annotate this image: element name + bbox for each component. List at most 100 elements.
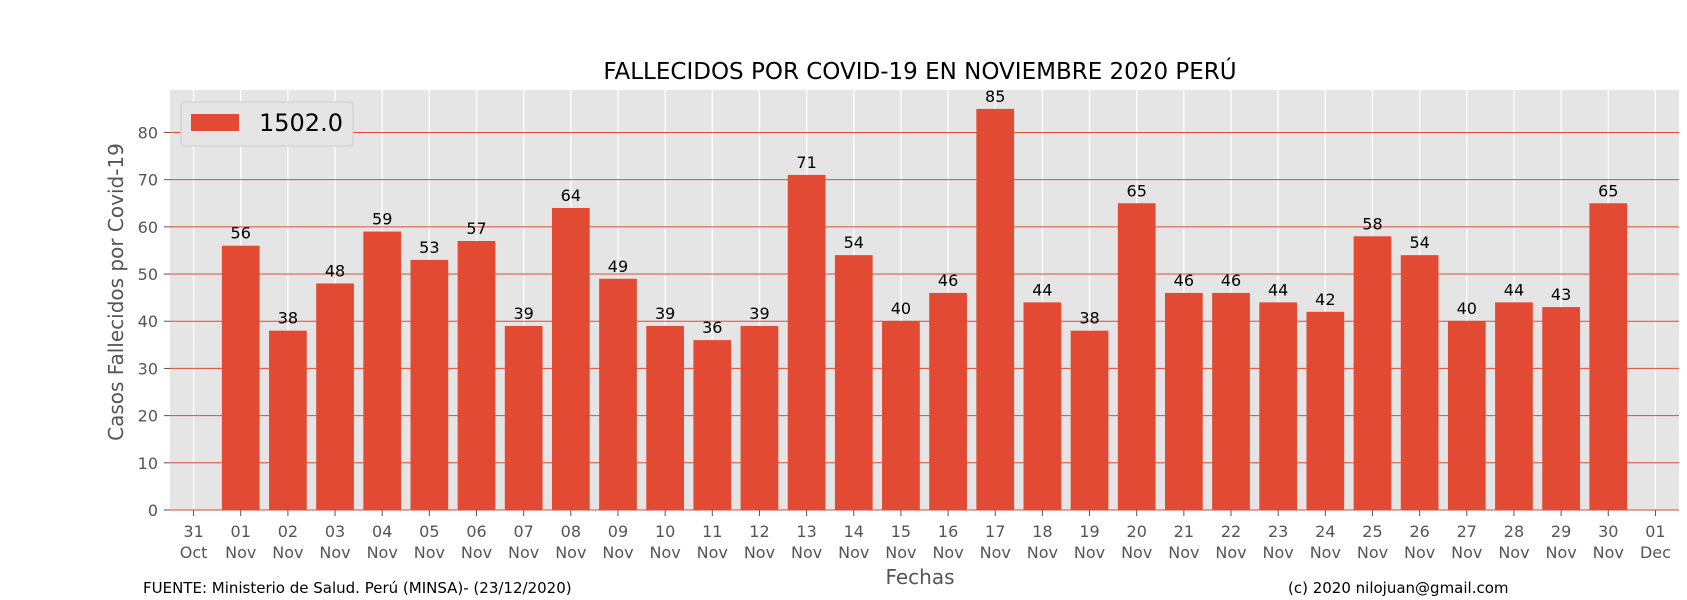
x-tick-label-day: 02	[278, 522, 298, 541]
x-tick-label-month: Nov	[367, 543, 398, 562]
x-tick-label-day: 09	[608, 522, 628, 541]
x-tick-label-day: 22	[1221, 522, 1241, 541]
bar	[269, 330, 307, 510]
x-tick-label-day: 12	[749, 522, 769, 541]
bar	[1212, 292, 1250, 510]
source-footnote: FUENTE: Ministerio de Salud. Perú (MINSA…	[143, 579, 572, 597]
x-tick-label-day: 24	[1315, 522, 1335, 541]
x-tick-label-day: 01	[231, 522, 251, 541]
bar	[1306, 311, 1345, 510]
x-tick-label-month: Nov	[980, 543, 1011, 562]
bar	[740, 325, 779, 510]
bar-value-label: 57	[466, 219, 486, 238]
x-axis-ticks: 31 Oct 01 Nov 02 Nov 03 Nov 04 Nov 05 Nov 06 Nov 07 Nov…	[180, 510, 1671, 562]
x-tick-label-month: Nov	[744, 543, 775, 562]
x-tick-label-day: 10	[655, 522, 675, 541]
y-tick-label: 20	[138, 407, 158, 426]
x-tick-label-day: 08	[561, 522, 581, 541]
bar-value-label: 38	[1079, 309, 1099, 328]
x-tick-label-month: Nov	[838, 543, 869, 562]
bar-value-label: 56	[231, 224, 251, 243]
x-tick-label-day: 03	[325, 522, 345, 541]
x-tick-label-month: Nov	[791, 543, 822, 562]
x-tick-label-month: Nov	[1027, 543, 1058, 562]
x-axis-title: Fechas	[885, 565, 954, 589]
x-tick-label-day: 25	[1362, 522, 1382, 541]
bar-value-label: 59	[372, 210, 392, 229]
x-tick-label-day: 26	[1409, 522, 1429, 541]
y-axis-title: Casos Fallecidos por Covid-19	[104, 143, 128, 441]
x-tick-label-month: Nov	[1168, 543, 1199, 562]
bar-value-label: 54	[1409, 233, 1429, 252]
bar-value-label: 40	[1457, 299, 1477, 318]
x-tick-label-month: Nov	[1545, 543, 1576, 562]
x-tick-label-month: Nov	[414, 543, 445, 562]
x-tick-label-month: Nov	[650, 543, 681, 562]
bar	[551, 207, 590, 510]
copyright-footnote: (c) 2020 nilojuan@gmail.com	[1288, 579, 1509, 597]
bar	[1259, 302, 1298, 510]
x-tick-label-month: Nov	[1074, 543, 1105, 562]
bar	[834, 255, 873, 510]
legend: 1502.0	[180, 101, 354, 147]
bar-value-label: 53	[419, 238, 439, 257]
x-tick-label-day: 17	[985, 522, 1005, 541]
bar	[976, 108, 1015, 510]
chart-title: FALLECIDOS POR COVID-19 EN NOVIEMBRE 202…	[603, 57, 1236, 85]
bar	[316, 283, 354, 510]
x-tick-label-month: Nov	[272, 543, 303, 562]
bar	[363, 231, 402, 510]
bar	[1070, 330, 1109, 510]
y-tick-label: 40	[138, 312, 158, 331]
bar-value-label: 42	[1315, 290, 1335, 309]
x-tick-label-day: 23	[1268, 522, 1288, 541]
x-tick-label-day: 05	[419, 522, 439, 541]
x-tick-label-month: Oct	[180, 543, 208, 562]
legend-swatch	[191, 114, 239, 131]
bar-value-label: 49	[608, 257, 628, 276]
x-tick-label-month: Nov	[1310, 543, 1341, 562]
y-tick-label: 80	[138, 123, 158, 142]
bar-value-label: 65	[1127, 181, 1147, 200]
x-tick-label-month: Dec	[1640, 543, 1671, 562]
bar-value-label: 71	[796, 153, 816, 172]
legend-frame	[180, 101, 354, 147]
y-tick-label: 0	[148, 501, 158, 520]
x-tick-label-month: Nov	[225, 543, 256, 562]
legend-label: 1502.0	[259, 109, 343, 137]
x-tick-label-day: 06	[466, 522, 486, 541]
bars	[221, 108, 1628, 511]
bar-value-label: 40	[891, 299, 911, 318]
bar-value-label: 85	[985, 87, 1005, 106]
x-tick-label-month: Nov	[932, 543, 963, 562]
x-tick-label-day: 21	[1174, 522, 1194, 541]
bar	[1447, 321, 1486, 510]
bar	[1542, 307, 1580, 510]
x-tick-label-day: 20	[1127, 522, 1147, 541]
x-tick-label-month: Nov	[1121, 543, 1152, 562]
bar	[221, 245, 260, 510]
bar-value-label: 48	[325, 261, 345, 280]
x-tick-label-day: 31	[183, 522, 203, 541]
x-tick-label-month: Nov	[1593, 543, 1624, 562]
x-tick-label-day: 01	[1645, 522, 1665, 541]
x-tick-label-month: Nov	[508, 543, 539, 562]
y-tick-label: 10	[138, 454, 158, 473]
x-tick-label-day: 11	[702, 522, 722, 541]
bar-value-label: 44	[1504, 280, 1524, 299]
x-tick-label-day: 30	[1598, 522, 1618, 541]
y-tick-label: 70	[138, 171, 158, 190]
bar-value-label: 54	[844, 233, 864, 252]
bar	[1400, 255, 1439, 510]
bar-value-label: 46	[1174, 271, 1194, 290]
bar	[410, 259, 449, 510]
x-tick-label-day: 16	[938, 522, 958, 541]
bar	[1495, 302, 1533, 510]
x-tick-label-day: 18	[1032, 522, 1052, 541]
bar-value-label: 38	[278, 309, 298, 328]
bar	[457, 241, 496, 510]
x-tick-label-day: 29	[1551, 522, 1571, 541]
bar-labels: 56 38 48 59 53 57 39 64 49 39 36 39 71 54 40 46 85 44 38 65…	[231, 87, 1619, 337]
x-tick-label-month: Nov	[1451, 543, 1482, 562]
bar-value-label: 46	[1221, 271, 1241, 290]
